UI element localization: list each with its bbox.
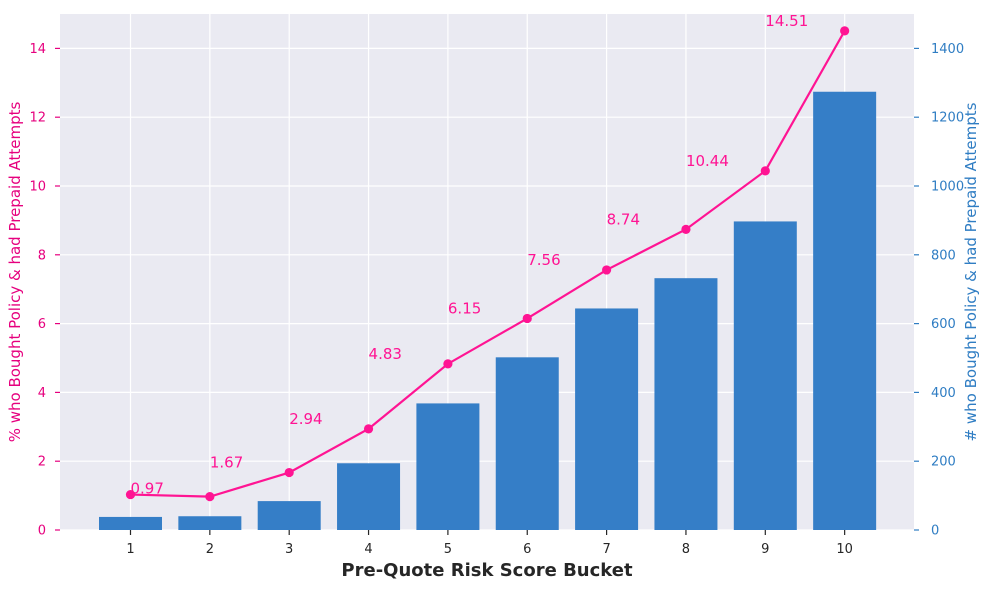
- right-tick-label: 1200: [931, 111, 964, 126]
- left-tick-label: 8: [38, 248, 46, 263]
- bar-bucket-9: [733, 221, 797, 530]
- right-tick-label: 600: [931, 317, 956, 332]
- line-series: [125, 26, 850, 502]
- data-label-9: 14.51: [765, 12, 808, 30]
- percentage-line: [130, 30, 846, 498]
- x-tick-label: 7: [602, 542, 610, 557]
- x-tick-label: 9: [761, 542, 769, 557]
- x-tick-label: 2: [206, 542, 214, 557]
- bar-bucket-1: [99, 516, 162, 530]
- x-tick-label: 6: [523, 542, 531, 557]
- right-tick-label: 400: [931, 386, 956, 401]
- point-bucket-8: [681, 224, 691, 234]
- data-label-3: 2.94: [289, 410, 322, 428]
- point-bucket-7: [602, 265, 612, 275]
- x-tick-label: 5: [444, 542, 452, 557]
- left-tick-label: 2: [38, 455, 46, 470]
- bar-bucket-4: [337, 463, 401, 530]
- bar-bucket-6: [495, 357, 559, 530]
- point-bucket-5: [443, 359, 453, 369]
- right-tick-label: 800: [931, 248, 956, 263]
- left-tick-label: 4: [38, 386, 46, 401]
- data-label-1: 0.97: [131, 480, 164, 498]
- x-tick-label: 8: [682, 542, 690, 557]
- data-label-8: 10.44: [686, 152, 729, 170]
- x-tick-label: 1: [126, 542, 134, 557]
- data-label-6: 7.56: [527, 251, 560, 269]
- data-label-4: 4.83: [369, 345, 402, 363]
- line-data-labels: 0.97 1.67 2.94 4.83 6.15 7.56 8.74 10.44 14.51: [131, 12, 809, 498]
- bar-bucket-2: [178, 516, 242, 530]
- right-axis-ticks: 0 200 400 600 800 1000 1200 1400: [914, 42, 964, 539]
- point-bucket-9: [760, 166, 770, 176]
- left-tick-label: 0: [38, 524, 46, 539]
- left-tick-label: 10: [29, 180, 46, 195]
- bar-bucket-7: [575, 308, 639, 530]
- left-tick-label: 14: [29, 42, 46, 57]
- point-bucket-10: [840, 26, 850, 36]
- point-bucket-3: [284, 467, 294, 478]
- bar-bucket-5: [416, 403, 480, 530]
- point-bucket-1: [125, 489, 136, 500]
- point-bucket-2: [205, 492, 215, 502]
- bar-series: [99, 91, 877, 530]
- bar-bucket-3: [257, 501, 321, 530]
- point-bucket-4: [363, 424, 374, 434]
- left-tick-label: 6: [38, 317, 46, 332]
- right-y-axis-title: # who Bought Policy & had Prepaid Attemp…: [962, 102, 980, 441]
- point-bucket-6: [522, 313, 532, 324]
- data-label-7: 8.74: [607, 210, 640, 228]
- x-axis-ticks: 1 2 3 4 5 6 7 8 9 10: [126, 530, 853, 557]
- right-tick-label: 1400: [931, 42, 964, 57]
- right-tick-label: 1000: [931, 180, 964, 195]
- left-y-axis-title: % who Bought Policy & had Prepaid Attemp…: [6, 102, 24, 443]
- right-tick-label: 0: [931, 524, 939, 539]
- x-tick-label: 4: [364, 542, 372, 557]
- right-tick-label: 200: [931, 455, 956, 470]
- data-label-5: 6.15: [448, 299, 481, 317]
- left-axis-ticks: 0 2 4 6 8 10 12 14: [29, 42, 60, 539]
- x-tick-label: 10: [836, 542, 853, 557]
- x-axis-title: Pre-Quote Risk Score Bucket: [341, 560, 633, 581]
- x-tick-label: 3: [285, 542, 293, 557]
- bar-bucket-8: [654, 278, 718, 530]
- data-label-2: 1.67: [210, 454, 243, 472]
- bar-bucket-10: [813, 91, 877, 530]
- left-tick-label: 12: [29, 111, 46, 126]
